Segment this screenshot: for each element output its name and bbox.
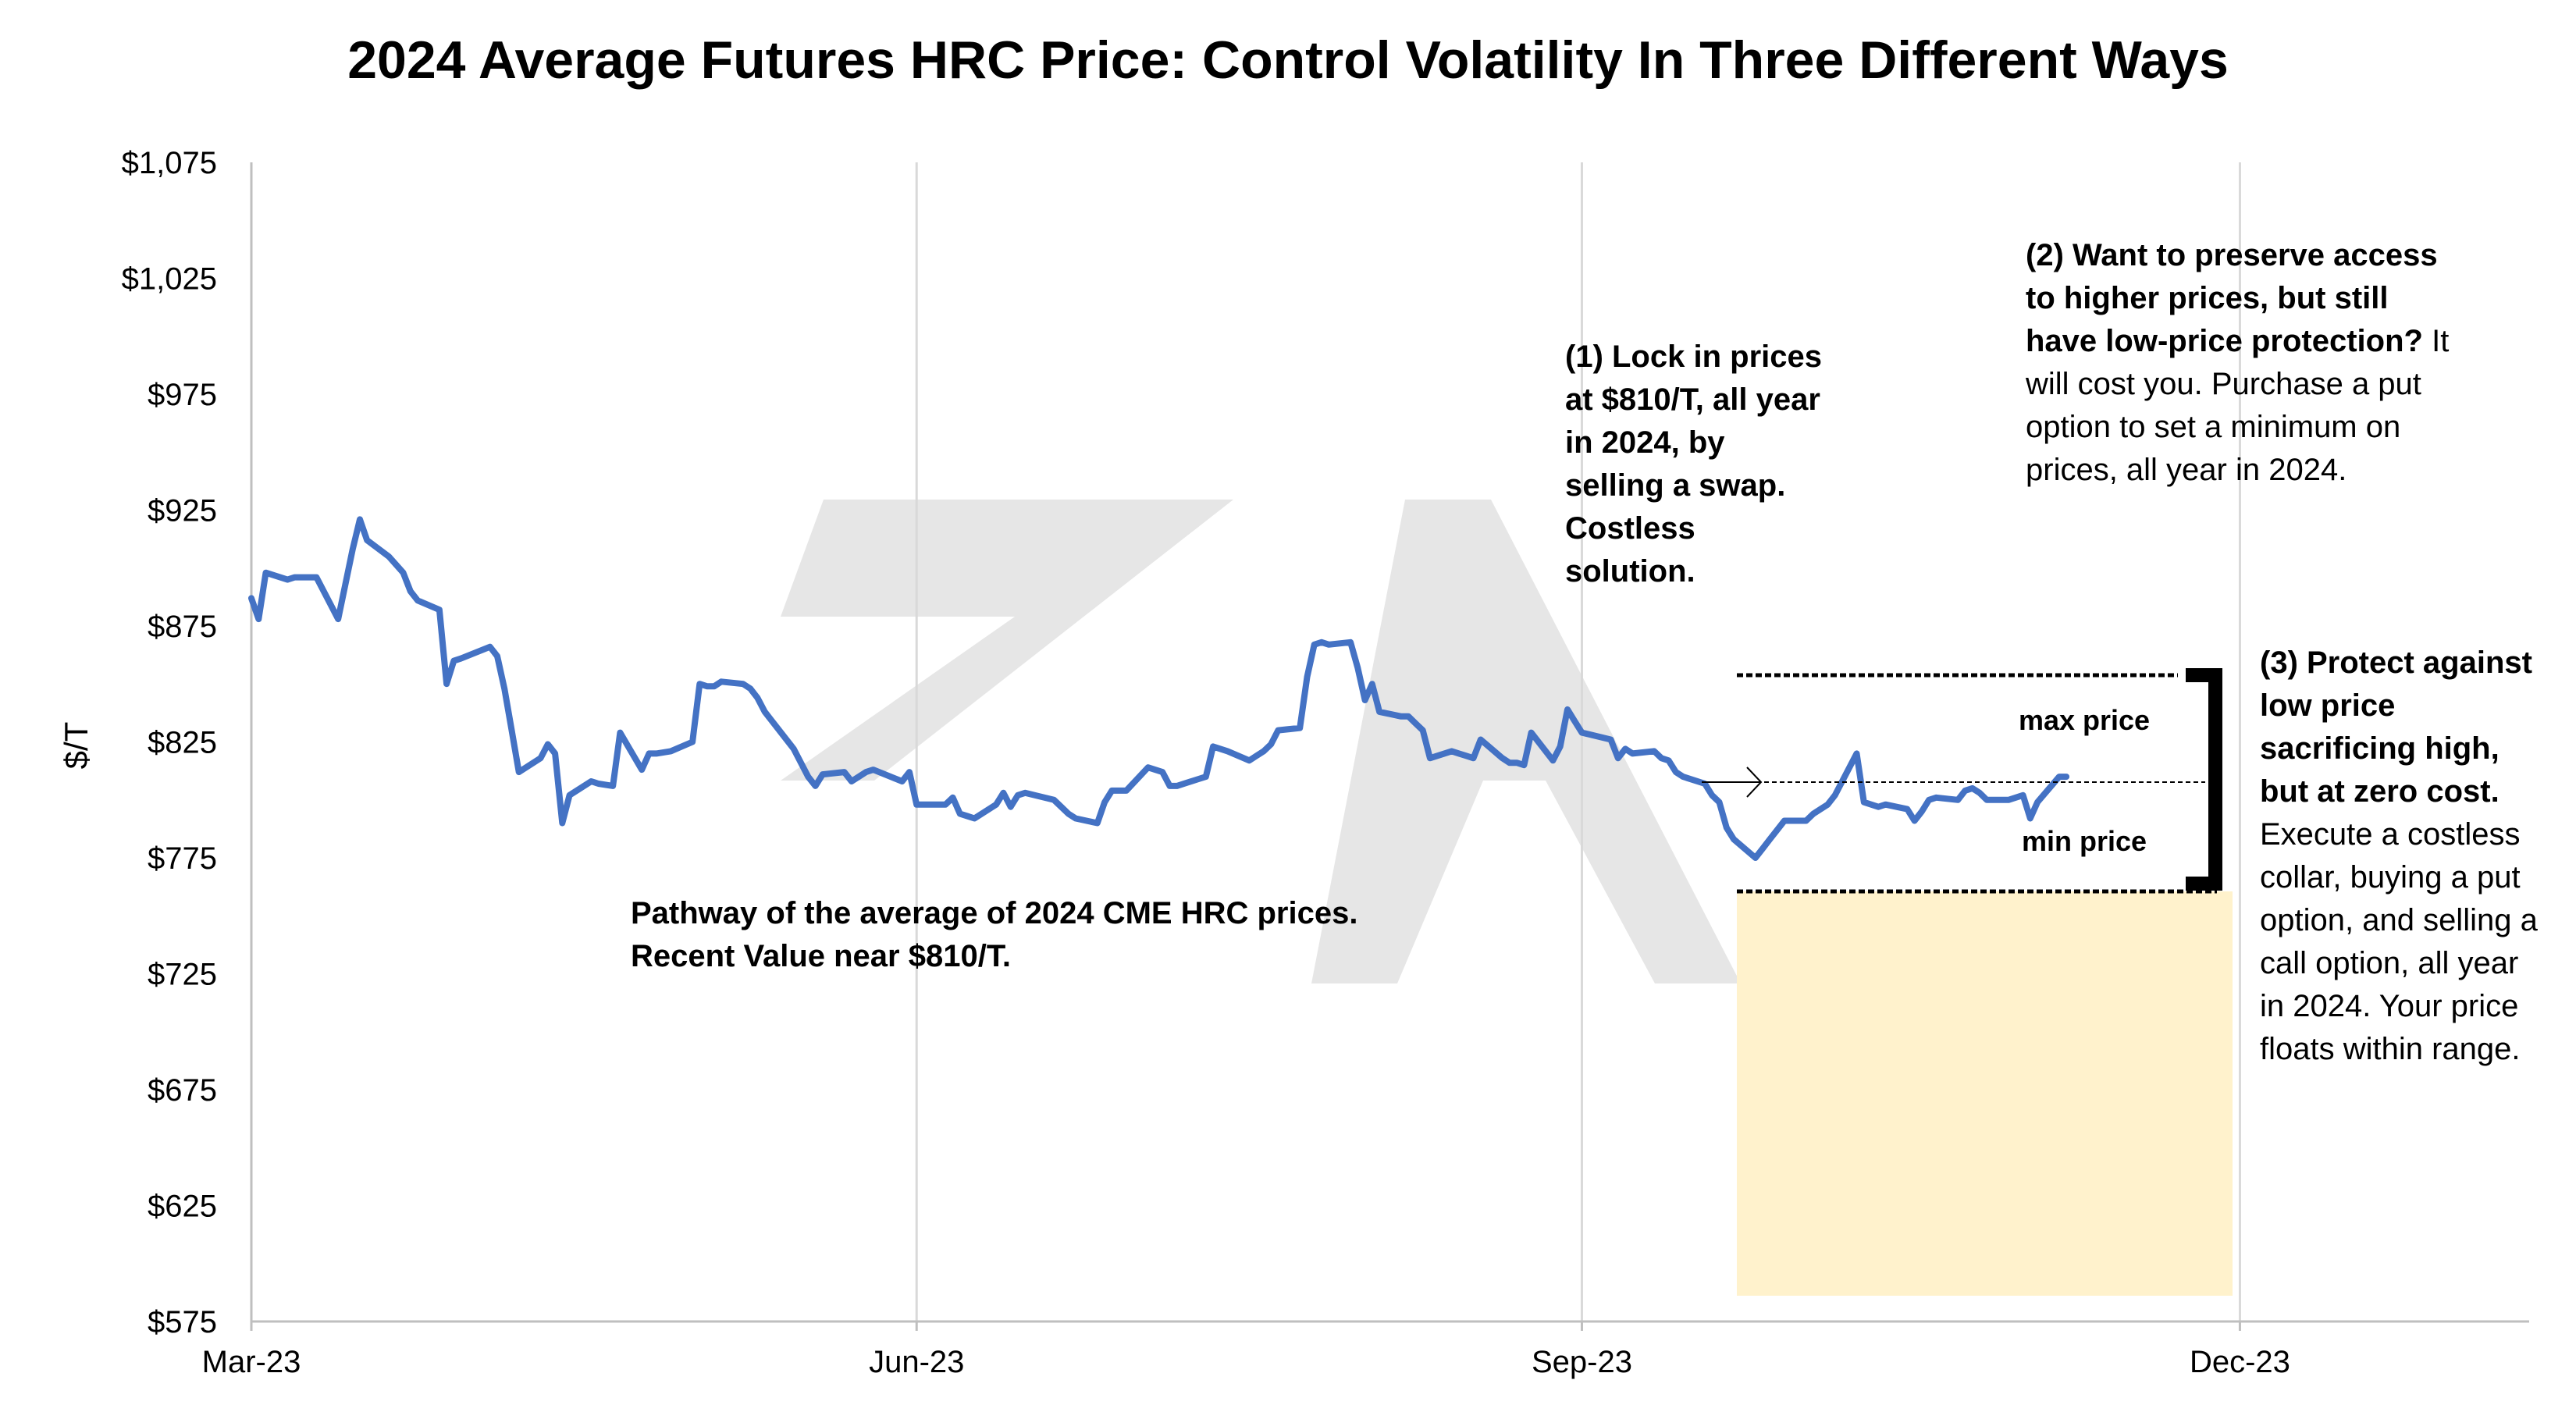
collar-annotation-text: (3) Protect against low price sacrificin… (2260, 642, 2541, 1071)
y-axis: $575 $625 $675 $725 $775 $825 $875 $925 $975 $1,0… (122, 146, 217, 1339)
series-line-avg-hrc (248, 516, 2070, 861)
x-tick-label: Dec-23 (2190, 1345, 2290, 1379)
collar-annotation: max price min price (1702, 668, 2222, 894)
y-tick-label: $1,025 (122, 262, 217, 297)
put-annotation-bold: (2) Want to preserve access to higher pr… (2026, 238, 2438, 358)
pathway-annotation: Pathway of the average of 2024 CME HRC p… (631, 892, 1364, 978)
y-tick-label: $625 (148, 1190, 217, 1224)
pathway-annotation-text: Pathway of the average of 2024 CME HRC p… (631, 896, 1358, 973)
chart-title: 2024 Average Futures HRC Price: Control … (347, 30, 2229, 90)
x-tick-label: Jun-23 (869, 1345, 964, 1379)
swap-annotation-text: (1) Lock in prices at $810/T, all year i… (1565, 340, 1822, 589)
put-annotation-rest: It will cost you. Purchase a put option … (2026, 324, 2450, 487)
y-tick-label: $975 (148, 378, 217, 412)
collar-bracket (2186, 668, 2222, 891)
collar-annotation-rest: Execute a costless collar, buying a put … (2260, 817, 2538, 1066)
collar-annotation-bold: (3) Protect against low price sacrificin… (2260, 646, 2532, 809)
put-protection-region (1737, 891, 2233, 1296)
y-tick-label: $675 (148, 1073, 217, 1108)
min-price-label: min price (2022, 825, 2147, 857)
y-tick-label: $725 (148, 958, 217, 992)
watermark-seven-shape (781, 500, 1233, 781)
y-axis-label: $/T (58, 722, 94, 770)
swap-annotation: (1) Lock in prices at $810/T, all year i… (1565, 336, 1823, 593)
x-tick-label: Sep-23 (1532, 1345, 1632, 1379)
y-tick-label: $575 (148, 1305, 217, 1339)
y-tick-label: $825 (148, 726, 217, 760)
x-axis: Mar-23 Jun-23 Sep-23 Dec-23 (202, 162, 2529, 1379)
y-tick-label: $1,075 (122, 146, 217, 180)
x-tick-label: Mar-23 (202, 1345, 301, 1379)
put-annotation: (2) Want to preserve access to higher pr… (2026, 234, 2463, 492)
max-price-label: max price (2019, 704, 2150, 736)
y-tick-label: $875 (148, 610, 217, 644)
y-tick-label: $925 (148, 494, 217, 528)
arrow-head-icon (1746, 767, 1763, 798)
y-tick-label: $775 (148, 841, 217, 876)
vertical-gridlines (915, 162, 2241, 1321)
